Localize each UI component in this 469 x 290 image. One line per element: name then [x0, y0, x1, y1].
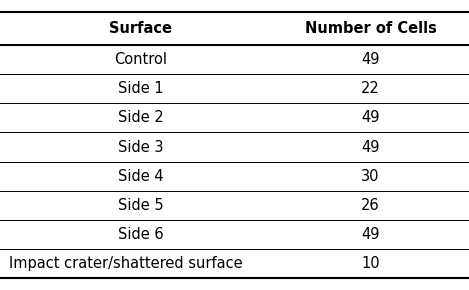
Text: 10: 10	[361, 256, 380, 271]
Text: Side 3: Side 3	[118, 139, 164, 155]
Text: 49: 49	[361, 52, 380, 67]
Text: Side 4: Side 4	[118, 169, 164, 184]
Text: Side 5: Side 5	[118, 198, 164, 213]
Text: 30: 30	[361, 169, 380, 184]
Text: Impact crater/shattered surface: Impact crater/shattered surface	[9, 256, 243, 271]
Text: 49: 49	[361, 139, 380, 155]
Text: 26: 26	[361, 198, 380, 213]
Text: Surface: Surface	[109, 21, 172, 36]
Text: Side 2: Side 2	[118, 110, 164, 125]
Text: 22: 22	[361, 81, 380, 96]
Text: 49: 49	[361, 227, 380, 242]
Text: Control: Control	[114, 52, 167, 67]
Text: Side 1: Side 1	[118, 81, 164, 96]
Text: Side 6: Side 6	[118, 227, 164, 242]
Text: Number of Cells: Number of Cells	[304, 21, 437, 36]
Text: 49: 49	[361, 110, 380, 125]
